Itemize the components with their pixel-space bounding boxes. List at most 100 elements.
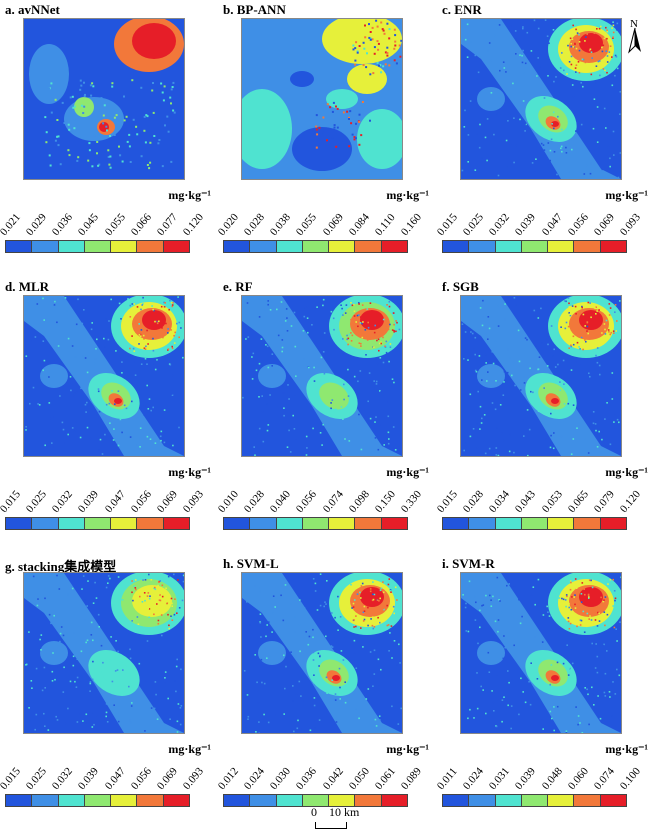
legend-tick-label: 0.032 xyxy=(50,488,76,515)
legend-tick-label: 0.055 xyxy=(294,211,320,238)
legend-swatch xyxy=(495,795,522,806)
legend-tick-label: 0.047 xyxy=(102,488,128,515)
legend-tick-label: 0.045 xyxy=(76,211,102,238)
legend-swatch xyxy=(600,518,626,529)
legend-tick-label: 0.015 xyxy=(0,488,23,515)
scale-bar: 0 10 km xyxy=(300,805,380,833)
legend-swatch xyxy=(250,241,277,252)
legend-tick-label: 0.034 xyxy=(487,488,513,515)
legend-swatch xyxy=(58,518,85,529)
legend-tick-label: 0.048 xyxy=(539,765,565,792)
legend-swatch xyxy=(495,241,522,252)
panel-title: g. stacking集成模型 xyxy=(5,559,117,574)
legend-swatch xyxy=(302,241,330,252)
legend-swatch xyxy=(355,795,382,806)
prediction-map xyxy=(460,572,622,734)
legend-swatch xyxy=(521,795,549,806)
legend-tick-label: 0.056 xyxy=(128,488,154,515)
panel-title: b. BP-ANN xyxy=(223,2,286,17)
scale-line xyxy=(315,822,347,829)
unit-label: mg·kg⁻¹ xyxy=(605,188,648,202)
legend-tick-label: 0.056 xyxy=(294,488,320,515)
color-legend xyxy=(223,794,408,807)
legend-tick-label: 0.011 xyxy=(434,765,460,792)
legend-swatch xyxy=(329,795,356,806)
legend-swatch xyxy=(329,241,356,252)
map-panel: f. SGB mg·kg⁻¹ 0.015 0.028 0.034 0.043 0.053 0.… xyxy=(435,277,650,547)
unit-label: mg·kg⁻¹ xyxy=(605,465,648,479)
legend-tick-label: 0.036 xyxy=(50,211,76,238)
color-legend xyxy=(223,240,408,253)
legend-swatch xyxy=(224,241,251,252)
legend-tick-label: 0.025 xyxy=(23,488,50,515)
legend-swatch xyxy=(58,795,85,806)
unit-label: mg·kg⁻¹ xyxy=(168,742,211,756)
map-panel: e. RF mg·kg⁻¹ 0.010 0.028 0.040 0.056 0.074 0.0… xyxy=(216,277,433,547)
legend-tick-label: 0.120 xyxy=(617,488,643,515)
legend-swatch xyxy=(250,518,277,529)
legend-swatch xyxy=(32,241,59,252)
color-legend xyxy=(442,517,627,530)
legend-tick-labels: 0.012 0.024 0.030 0.036 0.042 0.050 0.061 0.089 xyxy=(216,762,424,792)
legend-swatch xyxy=(443,518,470,529)
panel-title: d. MLR xyxy=(5,279,50,294)
legend-tick-label: 0.028 xyxy=(241,211,268,238)
legend-tick-label: 0.021 xyxy=(0,211,23,238)
legend-tick-label: 0.024 xyxy=(460,765,487,792)
color-legend xyxy=(5,240,190,253)
legend-tick-labels: 0.021 0.029 0.036 0.045 0.055 0.066 0.077 0.120 xyxy=(0,208,206,238)
legend-swatch xyxy=(111,241,138,252)
legend-swatch xyxy=(521,518,549,529)
legend-swatch xyxy=(163,241,189,252)
legend-swatch xyxy=(574,795,601,806)
legend-tick-label: 0.110 xyxy=(372,211,398,238)
legend-tick-label: 0.020 xyxy=(215,211,241,238)
legend-tick-labels: 0.015 0.025 0.032 0.039 0.047 0.056 0.069 0.093 xyxy=(0,762,206,792)
legend-swatch xyxy=(276,518,303,529)
north-label: N xyxy=(630,18,638,30)
legend-tick-label: 0.024 xyxy=(241,765,268,792)
legend-swatch xyxy=(381,518,407,529)
legend-swatch xyxy=(250,795,277,806)
legend-tick-label: 0.065 xyxy=(565,488,591,515)
panel-title: a. avNNet xyxy=(5,2,60,17)
legend-tick-label: 0.015 xyxy=(434,211,460,238)
legend-tick-label: 0.039 xyxy=(76,488,102,515)
legend-tick-label: 0.025 xyxy=(23,765,50,792)
legend-tick-labels: 0.015 0.025 0.032 0.039 0.047 0.056 0.069 0.093 xyxy=(0,485,206,515)
legend-tick-label: 0.028 xyxy=(460,488,487,515)
legend-tick-label: 0.015 xyxy=(0,765,23,792)
map-panel: h. SVM-L mg·kg⁻¹ 0.012 0.024 0.030 0.036 0.042… xyxy=(216,554,433,824)
legend-swatch xyxy=(111,518,138,529)
legend-tick-label: 0.039 xyxy=(76,765,102,792)
legend-swatch xyxy=(84,518,112,529)
legend-tick-label: 0.089 xyxy=(398,765,424,792)
legend-tick-label: 0.031 xyxy=(487,765,513,792)
legend-tick-labels: 0.010 0.028 0.040 0.056 0.074 0.098 0.150 0.330 xyxy=(216,485,424,515)
legend-tick-label: 0.098 xyxy=(346,488,372,515)
legend-swatch xyxy=(355,241,382,252)
legend-tick-label: 0.061 xyxy=(372,765,398,792)
legend-swatch xyxy=(521,241,549,252)
legend-swatch xyxy=(224,795,251,806)
legend-tick-label: 0.120 xyxy=(180,211,206,238)
legend-tick-label: 0.093 xyxy=(617,211,643,238)
panel-title: e. RF xyxy=(223,279,253,294)
legend-tick-labels: 0.020 0.028 0.038 0.055 0.069 0.084 0.110 0.160 xyxy=(216,208,424,238)
legend-tick-label: 0.069 xyxy=(320,211,346,238)
unit-label: mg·kg⁻¹ xyxy=(605,742,648,756)
legend-swatch xyxy=(137,518,164,529)
legend-tick-label: 0.029 xyxy=(23,211,50,238)
legend-swatch xyxy=(6,518,33,529)
unit-label: mg·kg⁻¹ xyxy=(386,742,429,756)
legend-swatch xyxy=(548,241,575,252)
legend-swatch xyxy=(111,795,138,806)
legend-swatch xyxy=(302,518,330,529)
legend-swatch xyxy=(137,795,164,806)
color-legend xyxy=(442,794,627,807)
legend-swatch xyxy=(574,518,601,529)
legend-tick-label: 0.028 xyxy=(241,488,268,515)
legend-tick-label: 0.150 xyxy=(372,488,398,515)
map-panel: c. ENR mg·kg⁻¹ 0.015 0.025 0.032 0.039 0.047 0.… xyxy=(434,0,650,270)
legend-swatch xyxy=(224,518,251,529)
